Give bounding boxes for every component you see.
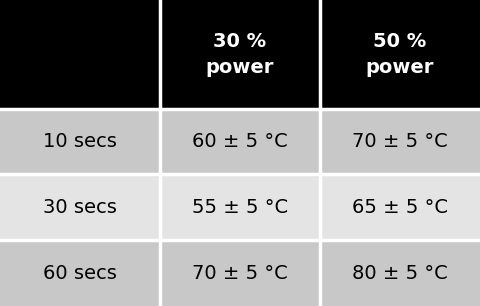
Bar: [160, 174, 320, 240]
Text: 10 secs: 10 secs: [43, 132, 117, 151]
Text: 70 ± 5 °C: 70 ± 5 °C: [352, 132, 448, 151]
Bar: [160, 109, 320, 174]
Text: 70 ± 5 °C: 70 ± 5 °C: [192, 263, 288, 283]
Bar: [0, 174, 160, 240]
Text: 60 secs: 60 secs: [43, 263, 117, 283]
Bar: [320, 0, 480, 109]
Bar: [160, 0, 320, 109]
Text: 50 %
power: 50 % power: [366, 32, 434, 77]
Text: 65 ± 5 °C: 65 ± 5 °C: [352, 198, 448, 217]
Bar: [160, 240, 320, 306]
Text: 60 ± 5 °C: 60 ± 5 °C: [192, 132, 288, 151]
Text: 80 ± 5 °C: 80 ± 5 °C: [352, 263, 448, 283]
Bar: [320, 174, 480, 240]
Text: 30 %
power: 30 % power: [205, 32, 274, 77]
Bar: [320, 240, 480, 306]
Text: 30 secs: 30 secs: [43, 198, 117, 217]
Bar: [0, 109, 160, 174]
Text: 55 ± 5 °C: 55 ± 5 °C: [192, 198, 288, 217]
Bar: [0, 0, 160, 109]
Bar: [0, 240, 160, 306]
Bar: [320, 109, 480, 174]
